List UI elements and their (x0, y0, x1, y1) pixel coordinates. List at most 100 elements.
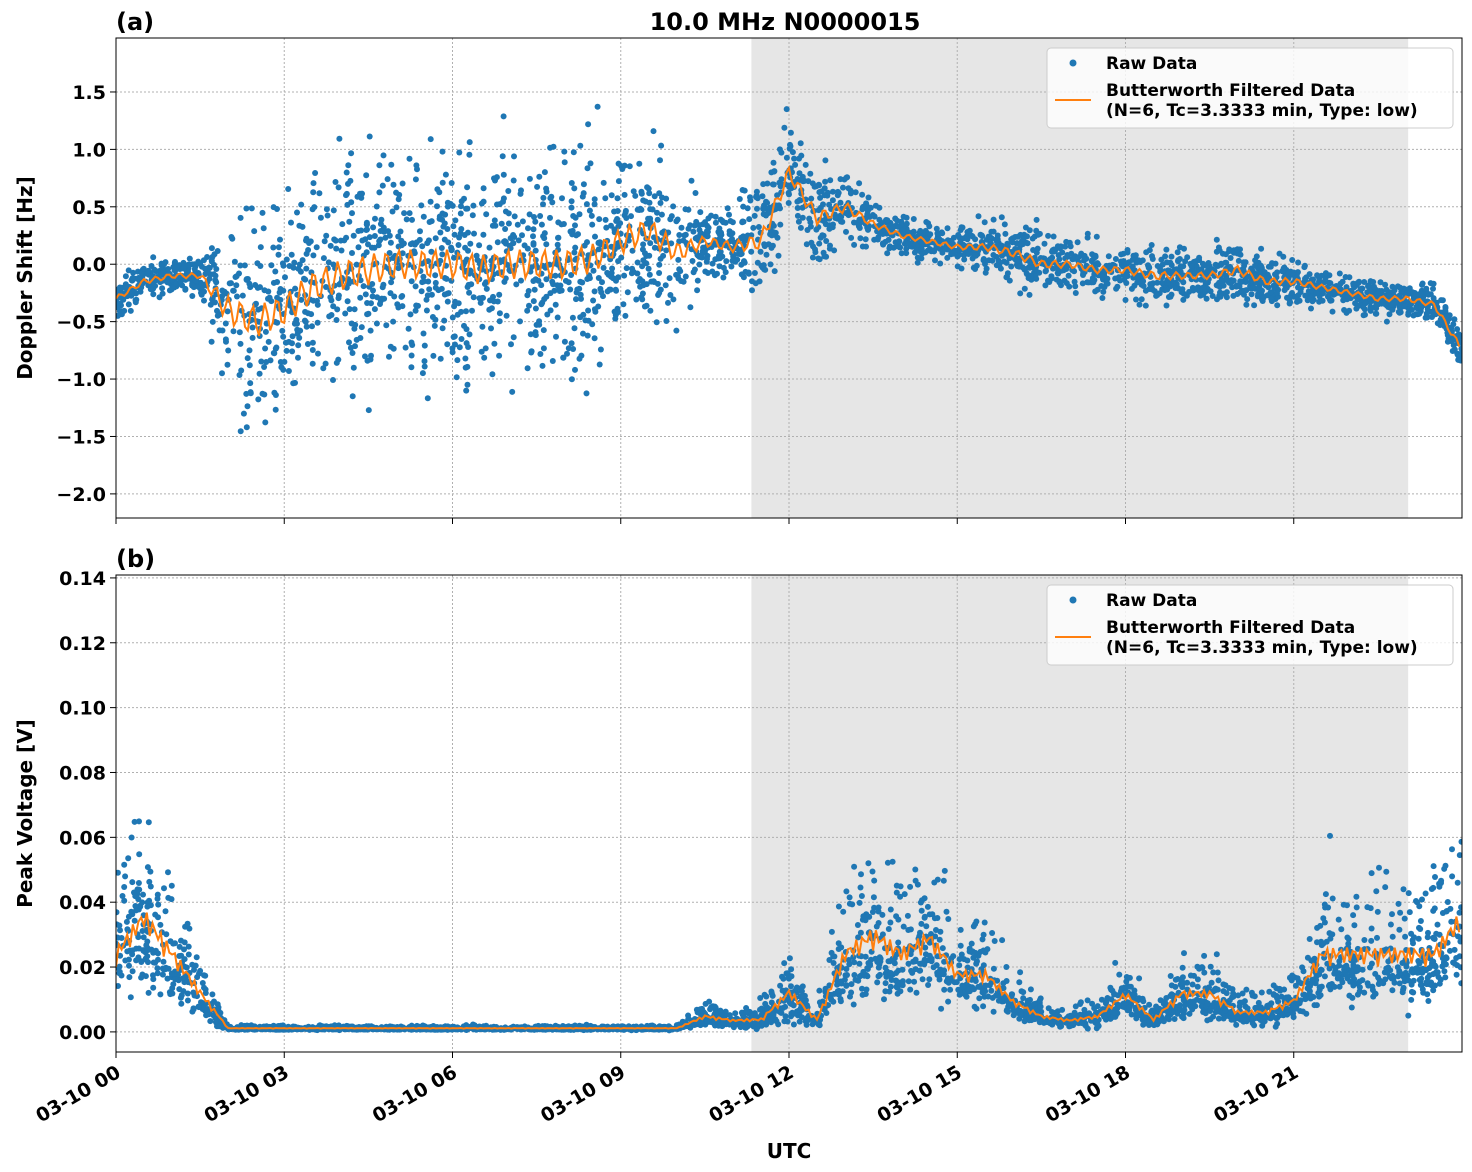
raw-data-point (221, 288, 228, 295)
raw-data-point (386, 353, 392, 360)
raw-data-point (1244, 273, 1251, 280)
raw-data-point (229, 235, 236, 242)
raw-data-point (1182, 258, 1189, 265)
raw-data-point (532, 276, 539, 283)
raw-data-point (1450, 342, 1457, 349)
raw-data-point (1100, 288, 1107, 295)
raw-data-point (623, 265, 630, 272)
raw-data-point (509, 388, 516, 395)
raw-data-point (425, 258, 432, 265)
raw-data-point (274, 294, 281, 301)
raw-data-point (309, 339, 316, 346)
raw-data-point (634, 259, 641, 266)
raw-data-point (1045, 1005, 1052, 1012)
raw-data-point (1349, 973, 1356, 980)
raw-data-point (272, 392, 279, 398)
panel-b: 03-10 00 03-10 03 03-10 06 03-10 09 03-10 12… (13, 545, 1463, 1127)
raw-data-point (1301, 262, 1308, 269)
legend-filtered-params: (N=6, Tc=3.3333 min, Type: low) (1106, 101, 1418, 121)
raw-data-point (324, 212, 331, 219)
raw-data-point (987, 234, 994, 241)
raw-data-point (1162, 253, 1169, 260)
raw-data-point (540, 327, 547, 334)
raw-data-point (540, 194, 547, 201)
raw-data-point (372, 215, 378, 222)
raw-data-point (1346, 992, 1353, 999)
raw-data-point (874, 236, 881, 243)
raw-data-point (749, 287, 755, 294)
raw-data-point (145, 989, 152, 996)
raw-data-point (524, 245, 531, 252)
raw-data-point (1326, 291, 1333, 298)
raw-data-point (541, 169, 548, 176)
raw-data-point (445, 290, 452, 297)
raw-data-point (615, 223, 622, 230)
raw-data-point (478, 200, 485, 207)
raw-data-point (636, 160, 643, 167)
raw-data-point (716, 230, 723, 237)
raw-data-point (568, 180, 575, 186)
raw-data-point (434, 304, 441, 311)
raw-data-point (530, 298, 537, 305)
raw-data-point (462, 355, 469, 362)
raw-data-point (739, 218, 746, 225)
raw-data-point (246, 280, 253, 287)
raw-data-point (233, 273, 240, 280)
raw-data-point (255, 396, 262, 403)
raw-data-point (492, 177, 498, 184)
raw-data-point (506, 242, 513, 249)
raw-data-point (1118, 251, 1125, 258)
raw-data-point (1001, 221, 1008, 228)
y-tick-label: 0.14 (59, 568, 106, 590)
y-tick-label: −1.5 (56, 426, 106, 448)
raw-data-point (656, 190, 663, 197)
raw-data-point (803, 241, 810, 248)
raw-data-point (399, 250, 406, 257)
raw-data-point (736, 196, 743, 202)
raw-data-point (1148, 285, 1155, 291)
raw-data-point (344, 298, 351, 305)
raw-data-point (738, 234, 745, 241)
raw-data-point (1138, 296, 1145, 303)
raw-data-point (225, 347, 232, 354)
raw-data-point (1092, 253, 1099, 260)
raw-data-point (1081, 253, 1087, 260)
raw-data-point (1444, 899, 1451, 905)
raw-data-point (430, 352, 437, 359)
raw-data-point (1410, 977, 1417, 984)
raw-data-point (346, 306, 353, 313)
raw-data-point (928, 958, 935, 965)
raw-data-point (675, 256, 682, 263)
raw-data-point (469, 307, 475, 314)
raw-data-point (987, 240, 994, 247)
raw-data-point (771, 268, 778, 275)
raw-data-point (843, 228, 849, 235)
raw-data-point (1179, 964, 1186, 971)
raw-data-point (777, 181, 784, 188)
raw-data-point (478, 348, 485, 355)
raw-data-point (357, 277, 364, 284)
raw-data-point (826, 201, 833, 208)
raw-data-point (680, 237, 687, 244)
raw-data-point (1174, 1010, 1181, 1017)
raw-data-point (1235, 257, 1242, 264)
raw-data-point (626, 163, 633, 170)
raw-data-point (1234, 246, 1241, 253)
raw-data-point (1346, 274, 1353, 281)
raw-data-point (291, 259, 298, 266)
raw-data-point (1193, 258, 1200, 265)
raw-data-point (997, 265, 1004, 272)
raw-data-point (856, 216, 863, 223)
raw-data-point (612, 315, 619, 322)
raw-data-point (310, 189, 317, 196)
raw-data-point (525, 225, 531, 232)
raw-data-point (365, 310, 372, 317)
raw-data-point (773, 205, 780, 212)
raw-data-point (759, 193, 766, 200)
raw-data-point (1140, 283, 1147, 289)
raw-data-point (995, 257, 1002, 264)
raw-data-point (413, 302, 420, 309)
legend-raw-marker (1069, 59, 1077, 67)
raw-data-point (1089, 275, 1096, 282)
